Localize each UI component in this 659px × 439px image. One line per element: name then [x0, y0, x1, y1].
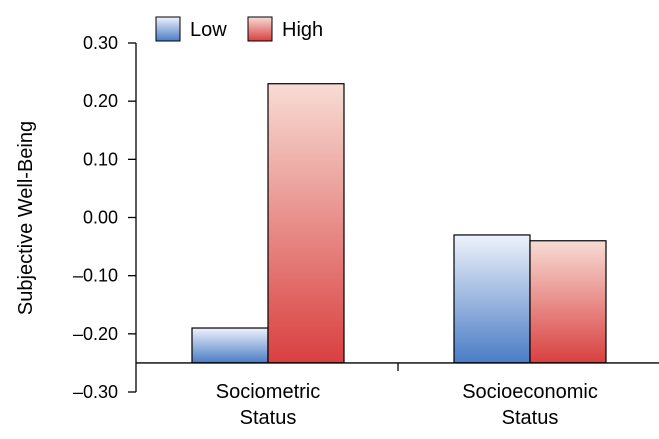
y-tick-label: –0.30 — [73, 382, 118, 402]
y-tick-label: 0.00 — [83, 208, 118, 228]
legend-swatch-low — [155, 16, 181, 42]
category-label-socioeconomic: Socioeconomic — [462, 381, 598, 403]
y-tick-label: 0.20 — [83, 91, 118, 111]
legend-label-high: High — [282, 19, 323, 41]
y-tick-label: 0.30 — [83, 33, 118, 53]
y-ticks: 0.30 0.20 0.10 0.00 –0.10 –0.20 –0.30 — [73, 33, 136, 402]
bar-high-sociometric — [267, 83, 345, 364]
y-axis-title: Subjective Well-Being — [15, 121, 37, 315]
category-label-sociometric-line2: Status — [240, 407, 297, 429]
bar-high-socioeconomic — [529, 240, 607, 364]
legend: Low High — [155, 16, 323, 42]
legend-label-low: Low — [190, 19, 227, 41]
y-tick-label: 0.10 — [83, 149, 118, 169]
y-tick-label: –0.20 — [73, 324, 118, 344]
category-label-socioeconomic-line2: Status — [502, 407, 559, 429]
legend-swatch-high — [247, 16, 273, 42]
bars — [191, 83, 607, 364]
bar-low-socioeconomic — [453, 234, 531, 364]
bar-low-sociometric — [191, 327, 269, 364]
y-tick-label: –0.10 — [73, 266, 118, 286]
category-label-sociometric: Sociometric — [216, 381, 320, 403]
